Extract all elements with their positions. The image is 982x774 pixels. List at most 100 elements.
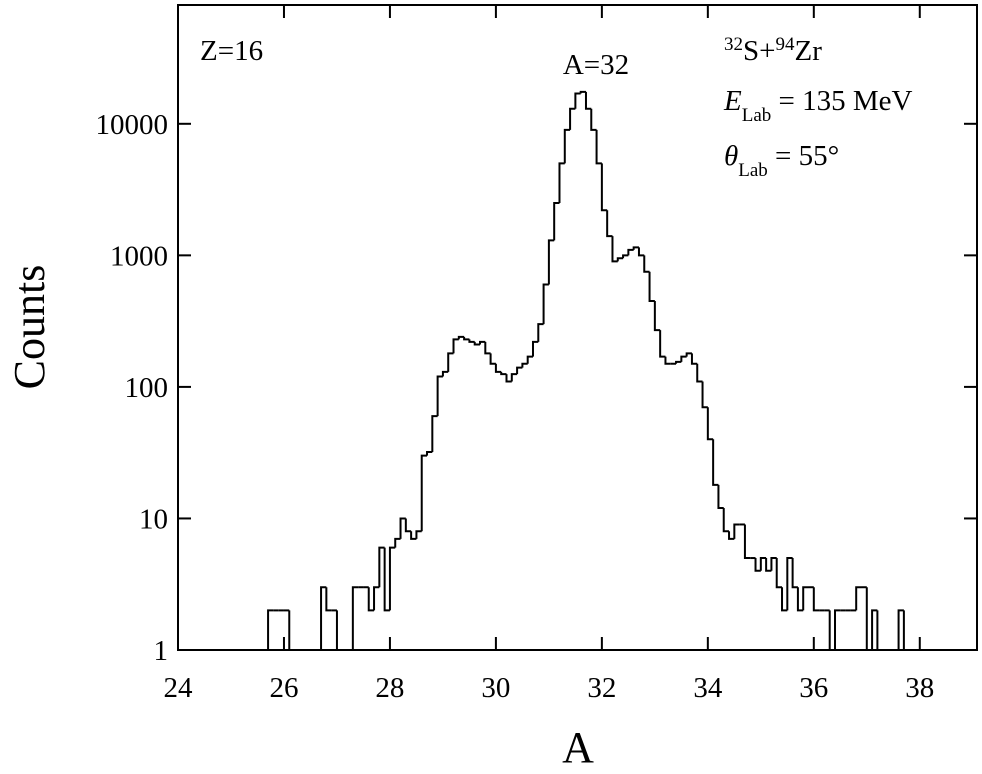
histogram-bin bbox=[479, 340, 486, 345]
x-tick-label: 36 bbox=[799, 672, 828, 704]
annotation-sub: Lab bbox=[742, 105, 772, 126]
histogram-bin bbox=[653, 300, 661, 332]
histogram-bin bbox=[627, 248, 634, 256]
histogram-bin bbox=[828, 610, 836, 651]
annotation-sup: 94 bbox=[775, 34, 795, 55]
annotation-text: = 135 MeV bbox=[771, 85, 912, 117]
x-tick-label: 26 bbox=[269, 672, 298, 704]
histogram-bin bbox=[388, 546, 396, 611]
histogram-bin bbox=[436, 375, 443, 417]
histogram-bin bbox=[637, 247, 645, 257]
histogram-bin bbox=[696, 363, 703, 383]
histogram-bin bbox=[876, 610, 883, 651]
histogram-bin bbox=[420, 454, 428, 532]
histogram-bin bbox=[781, 587, 788, 612]
histogram-bin bbox=[288, 610, 295, 651]
histogram-bin bbox=[547, 239, 555, 285]
histogram-bin bbox=[611, 236, 618, 263]
histogram-bin bbox=[267, 609, 274, 650]
histogram-bin bbox=[510, 373, 518, 382]
histogram-bin bbox=[590, 108, 597, 131]
x-axis-label: A bbox=[562, 723, 594, 772]
histogram-bin bbox=[722, 508, 730, 533]
histogram-bin bbox=[855, 586, 862, 611]
histogram-bin bbox=[399, 517, 406, 539]
histogram-bin bbox=[616, 257, 624, 262]
annotation-symbol: E bbox=[723, 85, 742, 117]
histogram-bin bbox=[505, 374, 512, 383]
histogram-bin bbox=[394, 537, 401, 548]
histogram-bin bbox=[791, 558, 798, 589]
histogram-bin bbox=[786, 557, 793, 611]
histogram-bin bbox=[574, 92, 581, 109]
histogram-bin bbox=[680, 355, 687, 362]
histogram-bin bbox=[410, 531, 417, 540]
annotation: ELab = 135 MeV bbox=[723, 85, 913, 126]
histogram-bin bbox=[558, 162, 565, 204]
histogram-bin bbox=[902, 610, 910, 651]
histogram-bin bbox=[754, 558, 761, 572]
histogram-bin bbox=[542, 283, 549, 325]
histogram-bin bbox=[743, 524, 751, 560]
histogram-bin bbox=[526, 355, 533, 364]
histogram-bin bbox=[473, 341, 481, 346]
histogram-bin bbox=[457, 335, 465, 340]
plot-frame bbox=[177, 4, 978, 651]
histogram-bin bbox=[463, 336, 470, 341]
histogram-bin bbox=[712, 439, 719, 486]
annotation-text: = 55° bbox=[768, 140, 839, 172]
histogram-bin bbox=[553, 202, 560, 241]
histogram-bin bbox=[759, 557, 767, 571]
x-tick-label: 28 bbox=[375, 672, 404, 704]
histogram-bin bbox=[579, 90, 586, 94]
histogram-bin bbox=[325, 587, 332, 612]
histogram-bin bbox=[441, 370, 449, 377]
histogram-bin bbox=[765, 558, 772, 572]
histogram-bin bbox=[569, 107, 576, 130]
histogram-bin bbox=[537, 323, 544, 342]
annotation-sub: Lab bbox=[738, 160, 768, 181]
y-tick-label: 10000 bbox=[96, 109, 169, 141]
histogram-bin bbox=[648, 271, 655, 302]
histogram-bin bbox=[383, 547, 390, 612]
histogram-bin bbox=[584, 91, 592, 110]
x-tick-label: 30 bbox=[481, 672, 510, 704]
histogram-bin bbox=[775, 558, 783, 589]
histogram-bin bbox=[812, 587, 820, 612]
y-tick-label: 100 bbox=[125, 372, 169, 404]
histogram-bin bbox=[600, 163, 608, 212]
histogram-bin bbox=[770, 557, 777, 571]
histogram-bin bbox=[373, 586, 380, 611]
histogram-bin bbox=[484, 341, 491, 355]
histogram-bin bbox=[351, 586, 359, 650]
histogram-bin bbox=[367, 587, 375, 612]
annotation: Z=16 bbox=[200, 35, 263, 67]
histogram-bin bbox=[706, 407, 714, 441]
histogram-bin bbox=[733, 523, 740, 539]
histogram-bin bbox=[452, 338, 459, 354]
histogram-bin bbox=[643, 255, 650, 273]
histogram-bin bbox=[897, 609, 904, 650]
annotation-text: Zr bbox=[794, 35, 822, 67]
x-tick-label: 34 bbox=[693, 672, 723, 704]
histogram-bin bbox=[489, 353, 496, 365]
histogram-bin bbox=[690, 353, 698, 365]
histogram-bin bbox=[802, 586, 809, 611]
histogram-bin bbox=[404, 518, 412, 533]
histogram-bin bbox=[685, 352, 692, 357]
y-tick-label: 10 bbox=[139, 503, 168, 535]
histogram-bin bbox=[494, 363, 502, 373]
annotation: A=32 bbox=[563, 49, 629, 81]
histogram-bin bbox=[632, 246, 639, 250]
y-tick-label: 1 bbox=[154, 635, 169, 667]
histogram-bin bbox=[701, 381, 708, 409]
histogram-bin bbox=[415, 530, 422, 539]
histogram-bin bbox=[675, 360, 682, 364]
histogram-bin bbox=[659, 330, 666, 358]
annotation-symbol: θ bbox=[724, 140, 738, 172]
annotation-text: S+ bbox=[743, 35, 775, 67]
histogram-bin bbox=[595, 129, 602, 165]
x-tick-label: 24 bbox=[164, 672, 194, 704]
histogram-bin bbox=[865, 587, 873, 651]
